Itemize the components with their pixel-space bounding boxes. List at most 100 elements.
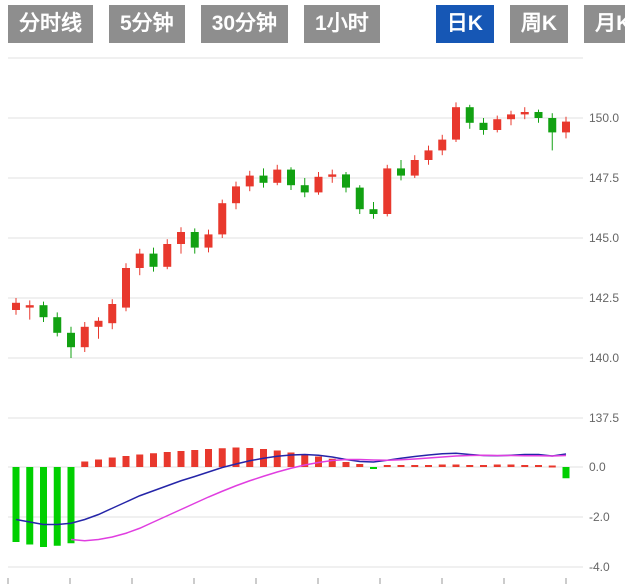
candle-body bbox=[67, 332, 75, 348]
axis-labels-layer: 150.0 147.5 145.0 142.5 140.0 137.5 0.0 -2.0 -4.… bbox=[589, 111, 619, 574]
macd-histogram-bar bbox=[466, 465, 474, 467]
macd-histogram-bar bbox=[136, 454, 144, 467]
macd-histogram-bar bbox=[81, 461, 89, 467]
macd-axis-label: 0.0 bbox=[589, 460, 606, 474]
price-axis-label: 150.0 bbox=[589, 111, 619, 125]
macd-histogram-bar bbox=[177, 451, 185, 467]
macd-histogram-bar bbox=[356, 464, 364, 467]
candle-body bbox=[534, 112, 543, 118]
macd-histogram-bar bbox=[191, 450, 199, 467]
macd-histogram-bar bbox=[40, 467, 47, 547]
macd-histogram-bar bbox=[26, 467, 34, 545]
tab-30min[interactable]: 30分钟 bbox=[200, 5, 289, 43]
tab-daily-k[interactable]: 日K bbox=[435, 5, 494, 43]
kline-macd-chart[interactable]: 150.0 147.5 145.0 142.5 140.0 137.5 0.0 -2.0 -4.… bbox=[0, 46, 625, 586]
candle-body bbox=[397, 168, 405, 176]
candle-body bbox=[39, 305, 48, 318]
price-axis-label: 147.5 bbox=[589, 171, 619, 185]
candle-body bbox=[108, 304, 117, 324]
macd-histogram-bar bbox=[425, 465, 432, 467]
gridlines-layer bbox=[7, 57, 583, 584]
candle-body bbox=[80, 326, 89, 348]
macd-histogram-bar bbox=[95, 459, 102, 467]
tab-monthly-k[interactable]: 月K bbox=[584, 5, 625, 43]
macd-histogram-bar bbox=[12, 467, 20, 542]
candle-body bbox=[300, 185, 309, 193]
macd-histogram-bar bbox=[246, 448, 254, 467]
macd-histogram-bar bbox=[53, 467, 61, 546]
macd-histogram-bar bbox=[328, 458, 336, 467]
candle-body bbox=[122, 268, 130, 308]
price-axis-label: 142.5 bbox=[589, 291, 619, 305]
price-axis-label: 145.0 bbox=[589, 231, 619, 245]
macd-histogram-bar bbox=[548, 465, 556, 468]
macd-histogram-bar bbox=[452, 464, 460, 467]
macd-histogram-bar bbox=[122, 456, 130, 467]
candle-body bbox=[465, 107, 474, 123]
price-axis-label: 140.0 bbox=[589, 351, 619, 365]
candle-body bbox=[149, 253, 158, 267]
candle-body bbox=[507, 114, 515, 120]
macd-axis-label: -2.0 bbox=[589, 510, 610, 524]
macd-histogram-bar bbox=[370, 467, 377, 469]
macd-histogram-bar bbox=[411, 465, 419, 467]
candle-body bbox=[135, 253, 144, 268]
candle-body bbox=[562, 121, 570, 133]
macd-histogram-bar bbox=[383, 465, 391, 467]
macd-histogram-bar bbox=[108, 457, 116, 467]
candle-body bbox=[424, 150, 433, 160]
candle-body bbox=[355, 187, 364, 210]
candle-body bbox=[287, 169, 295, 186]
macd-histogram-bar bbox=[218, 448, 226, 467]
interval-tabbar: 分时线 5分钟 30分钟 1小时 日K 周K 月K bbox=[0, 0, 625, 46]
macd-histogram-bar bbox=[163, 452, 171, 467]
candle-body bbox=[259, 175, 268, 183]
candle-body bbox=[520, 112, 529, 115]
macd-histogram-bar bbox=[232, 447, 240, 467]
candle-body bbox=[383, 168, 392, 214]
price-axis-label: 137.5 bbox=[589, 411, 619, 425]
candle-body bbox=[12, 302, 20, 310]
candle-body bbox=[493, 119, 502, 130]
tab-1hour[interactable]: 1小时 bbox=[304, 5, 380, 43]
candle-body bbox=[25, 305, 34, 308]
candle-body bbox=[273, 169, 282, 183]
candle-body bbox=[232, 186, 240, 204]
macd-histogram-bar bbox=[397, 465, 405, 467]
macd-histogram-bar bbox=[301, 454, 309, 467]
macd-histogram-bar bbox=[150, 453, 157, 467]
macd-histogram-bar bbox=[205, 449, 212, 467]
macd-dea-line bbox=[70, 454, 567, 542]
candle-body bbox=[369, 209, 378, 214]
macd-histogram-bar bbox=[493, 464, 501, 467]
candle-body bbox=[245, 175, 254, 187]
candle-body bbox=[438, 139, 447, 151]
candle-body bbox=[163, 244, 172, 267]
macd-histogram-bar bbox=[287, 452, 295, 467]
tab-weekly-k[interactable]: 周K bbox=[509, 5, 569, 43]
macd-histogram-bar bbox=[480, 465, 487, 467]
macd-axis-label: -4.0 bbox=[589, 560, 610, 574]
macd-histogram-bar bbox=[67, 467, 75, 544]
candle-body bbox=[328, 174, 337, 177]
candle-body bbox=[548, 118, 557, 133]
candle-body bbox=[342, 174, 350, 188]
macd-histogram-bar bbox=[273, 450, 281, 467]
candle-body bbox=[452, 107, 460, 140]
candle-body bbox=[53, 317, 62, 333]
candle-body bbox=[314, 176, 323, 193]
candles-layer bbox=[12, 102, 570, 358]
candle-body bbox=[190, 232, 199, 248]
macd-histogram-bar bbox=[507, 464, 515, 467]
candle-body bbox=[479, 122, 488, 130]
macd-histogram-bar bbox=[438, 464, 446, 467]
tab-timeline[interactable]: 分时线 bbox=[8, 5, 93, 43]
macd-histogram-bar bbox=[342, 462, 350, 467]
macd-layer bbox=[12, 447, 570, 547]
macd-histogram-bar bbox=[562, 467, 570, 479]
tab-5min[interactable]: 5分钟 bbox=[109, 5, 185, 43]
candle-body bbox=[94, 320, 103, 327]
candle-body bbox=[218, 203, 227, 235]
candle-body bbox=[410, 160, 419, 176]
macd-histogram-bar bbox=[521, 465, 529, 467]
